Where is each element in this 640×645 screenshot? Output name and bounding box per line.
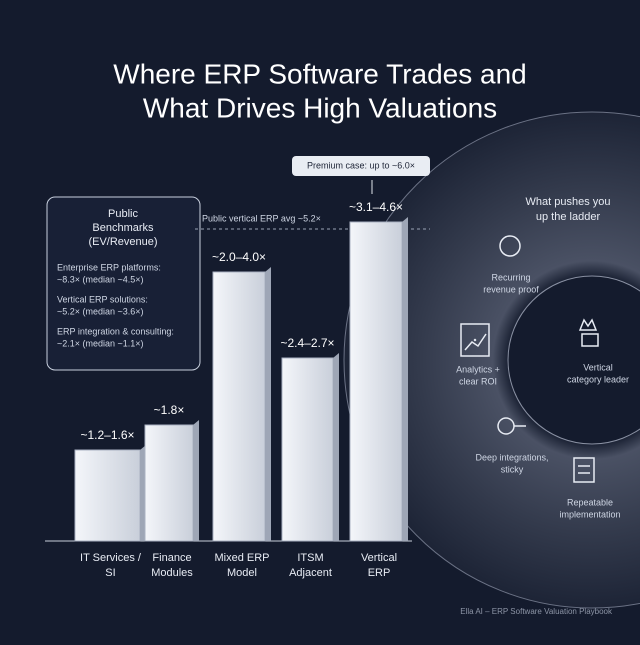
bar-side bbox=[402, 217, 408, 541]
footer: Ella AI – ERP Software Valuation Playboo… bbox=[460, 607, 613, 616]
benchmark-item: Enterprise ERP platforms: bbox=[57, 262, 161, 272]
category-label: Vertical bbox=[361, 552, 397, 564]
ladder-title: up the ladder bbox=[536, 211, 601, 223]
premium-box bbox=[292, 156, 430, 176]
category-label: Finance bbox=[152, 552, 191, 564]
category-label: IT Services / bbox=[80, 552, 142, 564]
bar bbox=[74, 449, 141, 542]
benchmarks-box bbox=[46, 196, 201, 371]
bar-range: ~2.4–2.7× bbox=[280, 336, 334, 350]
ring-center bbox=[507, 275, 640, 445]
benchmarks-title: (EV/Revenue) bbox=[88, 236, 157, 248]
benchmark-item: ~2.1× (median ~1.1×) bbox=[57, 338, 144, 348]
bar-side bbox=[193, 420, 199, 541]
ladder-item: Deep integrations, bbox=[475, 452, 548, 462]
ladder-item: revenue proof bbox=[483, 284, 539, 294]
ladder-item: clear ROI bbox=[459, 376, 497, 386]
bar-side bbox=[265, 267, 271, 541]
benchmarks-title: Benchmarks bbox=[92, 222, 154, 234]
category-label: ERP bbox=[368, 567, 391, 579]
benchmark-item: ~5.2× (median ~3.6×) bbox=[57, 306, 144, 316]
icons bbox=[460, 235, 599, 483]
bar-side bbox=[333, 353, 339, 541]
ladder-item: Repeatable bbox=[567, 497, 613, 507]
category-label: Adjacent bbox=[289, 567, 332, 579]
title: What Drives High Valuations bbox=[143, 92, 497, 123]
ladder-item: category leader bbox=[567, 374, 629, 384]
benchmark-item: ERP integration & consulting: bbox=[57, 326, 174, 336]
ladder-ring bbox=[343, 111, 640, 609]
title: Where ERP Software Trades and bbox=[113, 58, 526, 89]
ladder-item: Vertical bbox=[583, 362, 613, 372]
ladder-item: sticky bbox=[501, 464, 524, 474]
bar-range: ~1.8× bbox=[154, 403, 185, 417]
bar-range: ~2.0–4.0× bbox=[212, 250, 266, 264]
ladder-item: Recurring bbox=[491, 272, 530, 282]
bar-range: ~3.1–4.6× bbox=[349, 200, 403, 214]
ladder-title: What pushes you bbox=[526, 196, 611, 208]
category-label: Modules bbox=[151, 567, 193, 579]
category-label: Model bbox=[227, 567, 257, 579]
bar bbox=[281, 357, 334, 542]
bar bbox=[212, 271, 266, 542]
benchmark-item: ~8.3× (median ~4.5×) bbox=[57, 274, 144, 284]
category-label: SI bbox=[105, 567, 115, 579]
avg-label: Public vertical ERP avg ~5.2× bbox=[202, 213, 321, 223]
bar bbox=[349, 221, 403, 542]
bar-range: ~1.2–1.6× bbox=[80, 428, 134, 442]
premium-label: Premium case: up to ~6.0× bbox=[307, 160, 415, 170]
category-label: Mixed ERP bbox=[214, 552, 269, 564]
ladder-item: Analytics + bbox=[456, 364, 500, 374]
benchmark-item: Vertical ERP solutions: bbox=[57, 294, 148, 304]
category-label: ITSM bbox=[297, 552, 323, 564]
ladder-item: implementation bbox=[559, 509, 620, 519]
benchmarks-title: Public bbox=[108, 208, 138, 220]
bar bbox=[144, 424, 194, 542]
